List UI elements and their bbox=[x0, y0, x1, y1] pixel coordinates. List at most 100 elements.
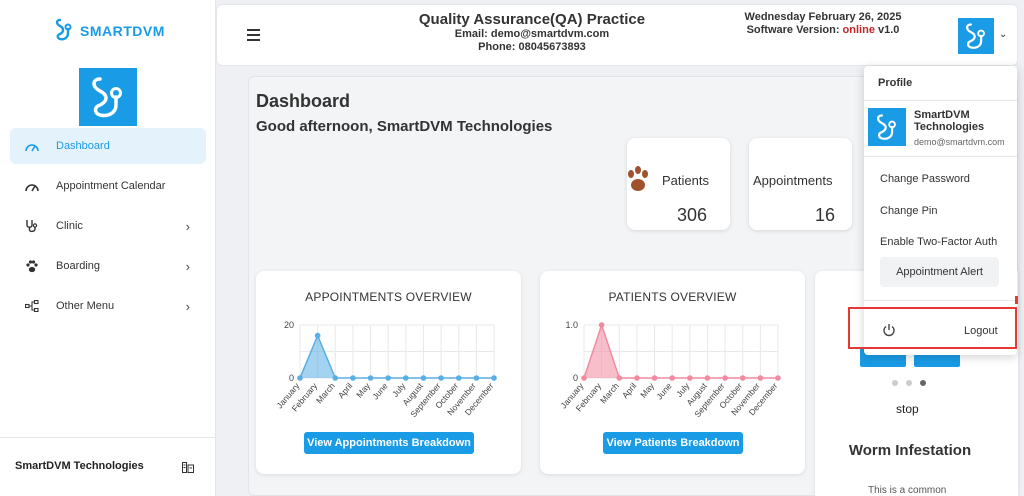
data-point bbox=[722, 375, 728, 381]
x-tick-label: June bbox=[370, 381, 390, 402]
data-point bbox=[491, 375, 497, 381]
sidebar-item-label: Clinic bbox=[56, 220, 83, 232]
data-point bbox=[704, 375, 711, 381]
x-tick-label: March bbox=[598, 381, 621, 406]
enable-two-factor-menu-item[interactable]: Enable Two-Factor Auth bbox=[880, 236, 998, 248]
sidebar-item-other-menu[interactable]: Other Menu › bbox=[10, 288, 206, 324]
data-point bbox=[757, 375, 764, 381]
profile-user-name: SmartDVM Technologies bbox=[914, 109, 985, 133]
x-tick-label: March bbox=[314, 381, 337, 406]
data-point bbox=[403, 375, 409, 381]
carousel-dot[interactable] bbox=[892, 380, 898, 386]
carousel-dot[interactable] bbox=[906, 380, 912, 386]
top-header: Quality Assurance(QA) Practice Email: de… bbox=[216, 4, 1018, 66]
gauge-icon bbox=[24, 179, 40, 193]
data-point bbox=[473, 375, 480, 381]
date-version-info: Wednesday February 26, 2025 Software Ver… bbox=[737, 11, 909, 37]
stethoscope-icon bbox=[92, 77, 122, 118]
data-point bbox=[598, 322, 605, 328]
chevron-right-icon: › bbox=[185, 298, 190, 314]
sidebar-item-clinic[interactable]: Clinic › bbox=[10, 208, 206, 244]
sidebar-item-label: Dashboard bbox=[56, 140, 110, 152]
version-number: v1.0 bbox=[878, 24, 900, 36]
gauge-icon bbox=[24, 139, 40, 153]
profile-avatar bbox=[868, 108, 906, 146]
practice-info: Quality Assurance(QA) Practice Email: de… bbox=[407, 11, 657, 54]
stethoscope-logo-icon bbox=[55, 18, 72, 41]
carousel-dot-active[interactable] bbox=[920, 380, 926, 386]
chevron-right-icon: › bbox=[185, 218, 190, 234]
x-tick-label: May bbox=[638, 380, 656, 399]
current-date: Wednesday February 26, 2025 bbox=[744, 11, 902, 23]
version-status: online bbox=[842, 24, 875, 36]
series-line bbox=[583, 322, 778, 379]
sitemap-icon bbox=[24, 299, 40, 313]
sidebar-item-label: Other Menu bbox=[56, 300, 115, 312]
change-password-menu-item[interactable]: Change Password bbox=[880, 173, 970, 185]
data-point bbox=[581, 375, 587, 381]
data-point bbox=[634, 375, 640, 381]
paw-icon bbox=[628, 166, 648, 191]
carousel-caption: stop bbox=[896, 402, 919, 416]
series-line bbox=[299, 333, 494, 379]
data-point bbox=[385, 375, 391, 381]
data-point bbox=[367, 375, 374, 381]
chart-title: PATIENTS OVERVIEW bbox=[608, 290, 737, 304]
y-tick-label: 1.0 bbox=[565, 320, 578, 330]
y-tick-label: 0 bbox=[573, 373, 578, 383]
data-point bbox=[438, 375, 444, 381]
change-pin-menu-item[interactable]: Change Pin bbox=[880, 205, 938, 217]
stat-card-appointments[interactable]: Appointments 16 bbox=[749, 138, 852, 230]
x-tick-label: April bbox=[620, 381, 639, 401]
version-prefix: Software Version: bbox=[746, 24, 840, 36]
x-tick-label: June bbox=[654, 381, 674, 402]
stat-label: Patients bbox=[662, 173, 709, 188]
data-point bbox=[775, 375, 781, 381]
chevron-down-icon[interactable]: ⌄ bbox=[999, 29, 1008, 40]
sidebar: SMARTDVM Dashboard Appointment Calendar … bbox=[0, 0, 216, 496]
stat-card-patients[interactable]: Patients 306 bbox=[627, 138, 730, 230]
logout-menu-item[interactable]: Logout bbox=[848, 307, 1017, 349]
building-icon[interactable] bbox=[182, 460, 194, 478]
data-point bbox=[455, 375, 462, 381]
series-area bbox=[584, 325, 778, 378]
practice-phone: Phone: 08045673893 bbox=[478, 41, 586, 53]
data-point bbox=[651, 375, 658, 381]
view-appointments-breakdown-button[interactable]: View Appointments Breakdown bbox=[304, 432, 474, 454]
tip-heading: Worm Infestation bbox=[848, 442, 972, 459]
brand-logo[interactable]: SMARTDVM bbox=[54, 18, 165, 44]
data-point bbox=[687, 375, 693, 381]
page-title: Dashboard bbox=[256, 91, 351, 111]
stat-label: Appointments bbox=[753, 173, 833, 188]
appointments-overview-card: APPOINTMENTS OVERVIEW 0 20 January February… bbox=[256, 271, 521, 474]
chart-title: APPOINTMENTS OVERVIEW bbox=[305, 290, 472, 304]
sidebar-item-appointment-calendar[interactable]: Appointment Calendar bbox=[10, 168, 206, 204]
data-point bbox=[332, 375, 339, 381]
hamburger-menu-icon[interactable] bbox=[247, 29, 260, 44]
sidebar-footer: SmartDVM Technologies bbox=[0, 437, 216, 496]
stat-value: 306 bbox=[677, 205, 708, 225]
data-point bbox=[314, 332, 321, 339]
profile-dropdown: Profile SmartDVM Technologies demo@smart… bbox=[864, 66, 1017, 355]
data-point bbox=[616, 375, 623, 381]
greeting-text: Good afternoon, SmartDVM Technologies bbox=[256, 118, 553, 135]
tip-description: This is a common bbox=[868, 485, 947, 496]
stethoscope-icon bbox=[876, 114, 896, 140]
sidebar-item-dashboard[interactable]: Dashboard bbox=[10, 128, 206, 164]
paw-icon bbox=[24, 259, 40, 273]
power-icon bbox=[882, 323, 896, 342]
sidebar-item-boarding[interactable]: Boarding › bbox=[10, 248, 206, 284]
divider bbox=[864, 100, 1017, 101]
appointment-alert-button[interactable]: Appointment Alert bbox=[880, 257, 999, 287]
user-avatar[interactable] bbox=[958, 18, 994, 54]
y-tick-label: 0 bbox=[289, 373, 294, 383]
stat-value: 16 bbox=[815, 205, 836, 225]
sidebar-item-label: Appointment Calendar bbox=[56, 180, 166, 192]
stethoscope-icon bbox=[24, 219, 40, 233]
view-patients-breakdown-button[interactable]: View Patients Breakdown bbox=[603, 432, 743, 454]
practice-email: Email: demo@smartdvm.com bbox=[454, 28, 610, 40]
divider bbox=[864, 156, 1017, 157]
patients-overview-card: PATIENTS OVERVIEW 0 1.0 January February Mar… bbox=[540, 271, 805, 474]
